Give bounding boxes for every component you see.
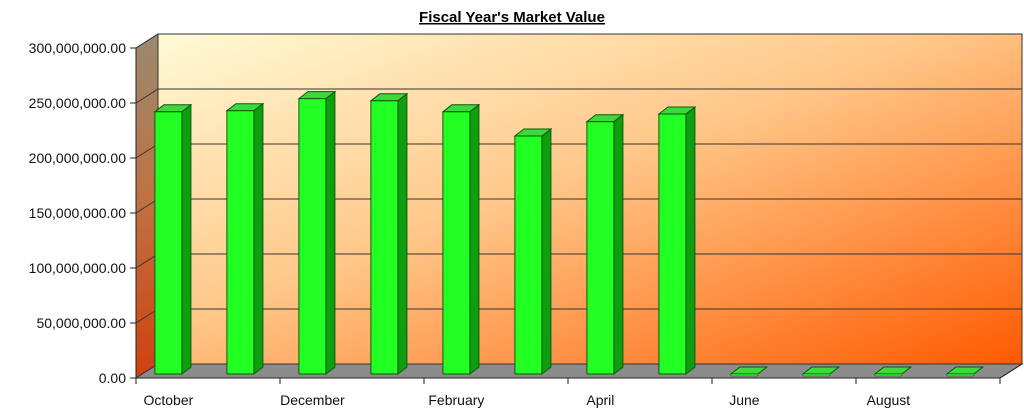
bar-side <box>397 92 408 376</box>
bar-front <box>370 100 399 375</box>
bar-february <box>441 103 481 376</box>
x-tick-label: February <box>428 392 484 408</box>
gridline-side <box>135 198 159 214</box>
x-tick-label: December <box>280 392 345 408</box>
bar-zero-front <box>874 373 903 377</box>
bar-zero-front <box>946 373 975 377</box>
chart-walls <box>134 33 1024 379</box>
bar-december <box>297 90 337 376</box>
bar-march <box>513 127 553 376</box>
bar-may <box>657 105 697 376</box>
bar-side <box>541 127 552 376</box>
x-tick-label: October <box>143 392 193 408</box>
y-tick-label: 100,000,000.00 <box>29 260 127 276</box>
gridline-side <box>135 253 159 269</box>
bar-october <box>153 103 193 376</box>
bar-side <box>181 103 192 376</box>
gridline-side <box>135 308 159 324</box>
bar-july <box>801 366 841 377</box>
x-tick-label: April <box>586 392 614 408</box>
bar-august <box>873 366 913 377</box>
y-tick-label: 250,000,000.00 <box>29 95 127 111</box>
bar-side <box>685 105 696 376</box>
y-axis: 0.00 50,000,000.00 100,000,000.00 150,000,0… <box>29 40 137 386</box>
bar-front <box>658 113 687 375</box>
y-tick-label: 200,000,000.00 <box>29 150 127 166</box>
bar-front <box>586 121 615 375</box>
y-tick-label: 150,000,000.00 <box>29 205 127 221</box>
bar-april <box>585 113 625 376</box>
bar-front <box>226 110 255 375</box>
bar-side <box>253 102 264 376</box>
bar-front <box>154 111 183 375</box>
x-axis: October December February April June August <box>135 363 1023 408</box>
gridline-side <box>135 88 159 104</box>
bar-side <box>469 103 480 376</box>
y-tick-label: 0.00 <box>99 370 126 386</box>
bar-zero-front <box>730 373 759 377</box>
bar-front <box>514 135 543 375</box>
bar-september <box>945 366 985 377</box>
gridline-side <box>135 33 159 49</box>
bar-november <box>225 102 265 376</box>
bar-front <box>442 111 471 375</box>
bar-side <box>613 113 624 376</box>
x-axis-depth-line <box>999 363 1023 379</box>
chart-title: Fiscal Year's Market Value <box>419 9 605 26</box>
bar-january <box>369 92 409 376</box>
x-tick-label: August <box>867 392 911 408</box>
y-tick-label: 300,000,000.00 <box>29 40 127 56</box>
bar-june <box>729 366 769 377</box>
bars-group <box>153 90 985 377</box>
gridline-side <box>135 143 159 159</box>
bar-front <box>298 98 327 375</box>
y-tick-label: 50,000,000.00 <box>36 315 126 331</box>
bar-zero-front <box>802 373 831 377</box>
x-tick-label: June <box>729 392 760 408</box>
bar-side <box>325 90 336 376</box>
